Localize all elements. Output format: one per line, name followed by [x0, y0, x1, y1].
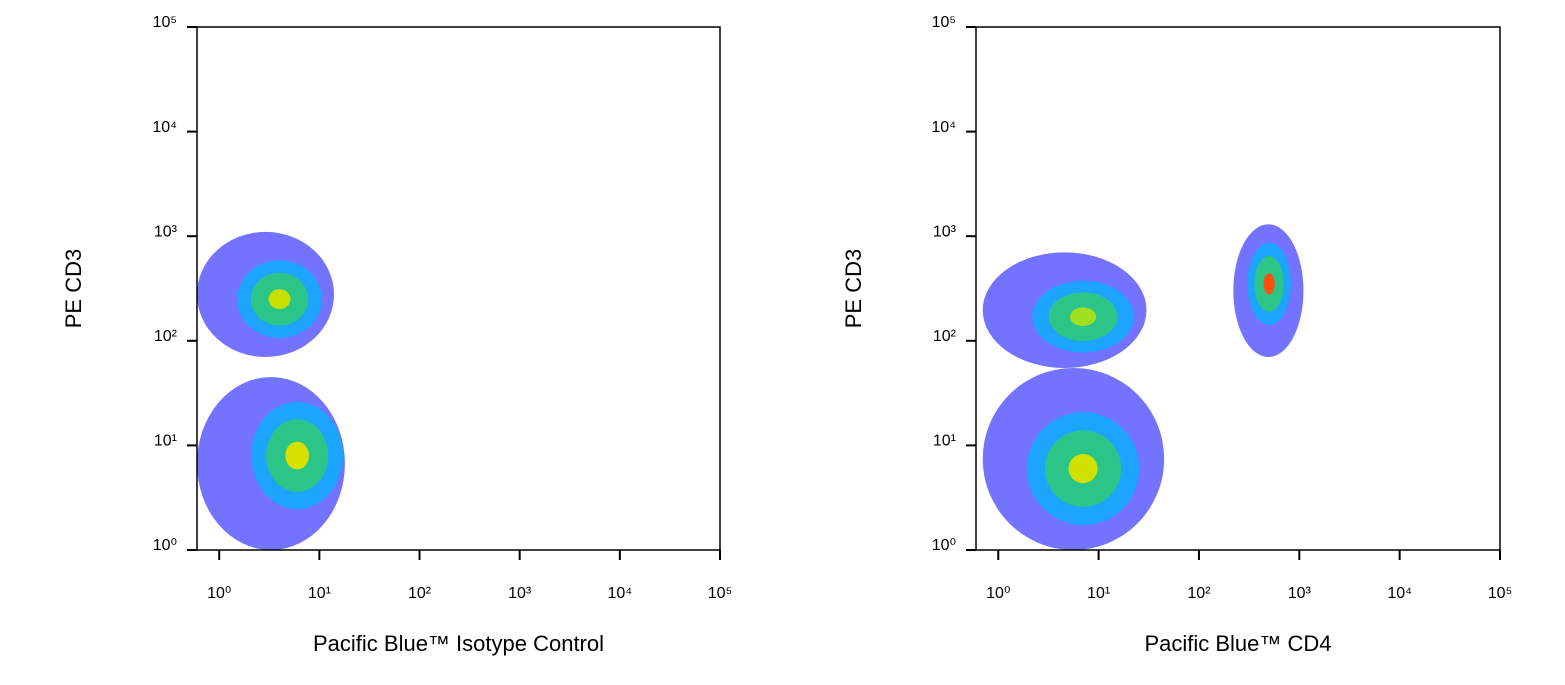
y-tick-label: 10⁵	[932, 14, 956, 31]
x-tick-label: 10⁵	[1488, 585, 1512, 602]
panel: 10⁰ 10¹ 10² 10³ 10⁴ 10⁵ 10⁰ 10¹ 10² 10³ 10⁴ 10⁵ Paci…	[61, 14, 732, 656]
y-tick-label: 10²	[933, 328, 957, 345]
y-tick-label: 10⁴	[931, 119, 956, 136]
y-axis-title: PE CD3	[61, 249, 86, 328]
x-tick-label: 10⁴	[1387, 585, 1412, 602]
y-tick-label: 10²	[154, 328, 178, 345]
y-tick-label: 10³	[154, 223, 178, 240]
y-tick-label: 10⁴	[152, 119, 177, 136]
x-tick-label: 10³	[1288, 585, 1312, 602]
x-tick-label: 10⁰	[986, 585, 1010, 602]
y-tick-label: 10⁵	[153, 14, 177, 31]
y-tick-label: 10¹	[933, 433, 956, 450]
x-tick-label: 10²	[1187, 585, 1211, 602]
y-axis-title: PE CD3	[841, 249, 866, 328]
cluster-peak	[1263, 273, 1275, 295]
x-tick-label: 10⁵	[708, 585, 732, 602]
x-tick-label: 10²	[408, 585, 432, 602]
plot-frame	[196, 26, 721, 551]
plot-area	[982, 224, 1304, 550]
y-tick-label: 10³	[933, 223, 957, 240]
x-axis-title: Pacific Blue™ CD4	[1144, 631, 1331, 656]
y-tick-label: 10¹	[154, 433, 177, 450]
y-tick-label: 10⁰	[153, 537, 177, 554]
x-tick-label: 10⁰	[207, 585, 231, 602]
panel: 10⁰ 10¹ 10² 10³ 10⁴ 10⁵ 10⁰ 10¹ 10² 10³ 10⁴ 10⁵ Paci…	[841, 14, 1512, 656]
y-tick-label: 10⁰	[932, 537, 956, 554]
cluster-peak	[285, 441, 309, 470]
plot-frame	[975, 26, 1501, 551]
x-tick-label: 10³	[508, 585, 532, 602]
plot-area	[197, 231, 345, 550]
cluster-peak	[1069, 307, 1097, 326]
cluster-peak	[268, 289, 291, 310]
x-axis-title: Pacific Blue™ Isotype Control	[313, 631, 604, 656]
cluster-peak	[1068, 454, 1098, 484]
x-tick-label: 10¹	[308, 585, 331, 602]
x-tick-label: 10¹	[1087, 585, 1110, 602]
x-tick-label: 10⁴	[608, 585, 633, 602]
